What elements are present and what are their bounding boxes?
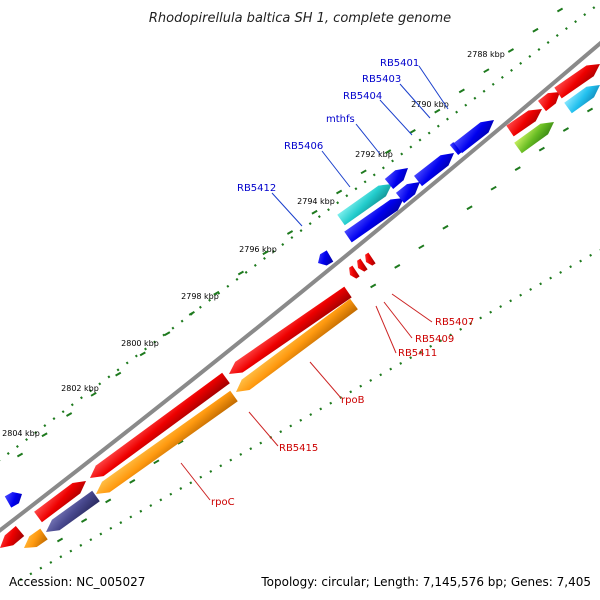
gene-feature bbox=[514, 122, 554, 154]
gene-label: RB5406 bbox=[284, 141, 323, 152]
scale-label: 2804 kbp bbox=[2, 429, 40, 438]
gene-feature bbox=[564, 84, 600, 114]
gene-label: mthfs bbox=[326, 114, 355, 125]
gene-feature bbox=[414, 153, 454, 187]
gene-feature bbox=[34, 481, 87, 523]
gene-label: RB5403 bbox=[362, 74, 401, 85]
label-leader bbox=[355, 123, 381, 155]
gene-label: rpoB bbox=[341, 395, 365, 406]
scale-label: 2796 kbp bbox=[239, 245, 277, 254]
gene-feature bbox=[395, 182, 420, 204]
gene-feature bbox=[506, 108, 543, 137]
label-leader bbox=[418, 65, 449, 110]
label-leader bbox=[399, 83, 431, 119]
gene-feature bbox=[0, 526, 25, 548]
scale-label: 2790 kbp bbox=[411, 100, 449, 109]
scale-label: 2788 kbp bbox=[467, 50, 505, 59]
genome-backbone bbox=[0, 40, 600, 533]
label-leader bbox=[379, 99, 413, 136]
gene-feature bbox=[89, 372, 230, 479]
gene-feature bbox=[46, 490, 100, 532]
gene-feature bbox=[337, 183, 393, 226]
label-leaders bbox=[180, 65, 449, 501]
scale-label: 2798 kbp bbox=[181, 292, 219, 301]
gene-feature bbox=[384, 168, 408, 189]
label-leader bbox=[271, 192, 303, 227]
accession-text: Accession: NC_005027 bbox=[9, 575, 146, 589]
gene-label: RB5412 bbox=[237, 183, 276, 194]
gene-label: RB5409 bbox=[415, 334, 454, 345]
label-leader bbox=[321, 150, 351, 188]
gene-feature bbox=[538, 91, 561, 112]
gene-labels: RB5401 RB5403 RB5404 mthfs RB5406 RB5412 RB540… bbox=[211, 58, 474, 508]
genome-summary: Topology: circular; Length: 7,145,576 bp… bbox=[261, 575, 591, 589]
gene-label: RB5415 bbox=[279, 443, 318, 454]
label-leader bbox=[383, 301, 413, 339]
gene-label: RB5404 bbox=[343, 91, 382, 102]
gene-feature bbox=[23, 528, 48, 549]
label-leader bbox=[180, 462, 211, 501]
gene-feature bbox=[357, 258, 368, 272]
gene-feature bbox=[344, 198, 404, 243]
gene-label: RB5401 bbox=[380, 58, 419, 69]
gene-label: RB5411 bbox=[398, 348, 437, 359]
scale-label: 2802 kbp bbox=[61, 384, 99, 393]
gene-label: rpoC bbox=[211, 497, 235, 508]
map-title: Rhodopirellula baltica SH 1, complete ge… bbox=[149, 11, 451, 26]
gene-feature bbox=[4, 491, 23, 508]
gene-feature bbox=[235, 298, 358, 393]
scale-label: 2794 kbp bbox=[297, 197, 335, 206]
gene-feature bbox=[318, 250, 334, 266]
gene-feature bbox=[365, 252, 376, 266]
label-leader bbox=[309, 361, 342, 399]
gene-feature bbox=[454, 120, 494, 154]
scale-label: 2800 kbp bbox=[121, 339, 159, 348]
gene-label: RB5407 bbox=[435, 317, 474, 328]
label-leader bbox=[248, 411, 279, 447]
label-leader bbox=[375, 305, 397, 354]
gene-feature bbox=[554, 63, 600, 99]
scale-labels: 2788 kbp 2790 kbp 2792 kbp 2794 kbp 2796 kbp… bbox=[2, 50, 505, 438]
scale-label: 2792 kbp bbox=[355, 150, 393, 159]
gene-feature bbox=[96, 390, 238, 494]
label-leader bbox=[391, 293, 433, 323]
features bbox=[0, 63, 600, 549]
gene-feature bbox=[349, 265, 360, 279]
scale-line bbox=[0, 2, 600, 581]
gene-feature bbox=[229, 286, 352, 374]
